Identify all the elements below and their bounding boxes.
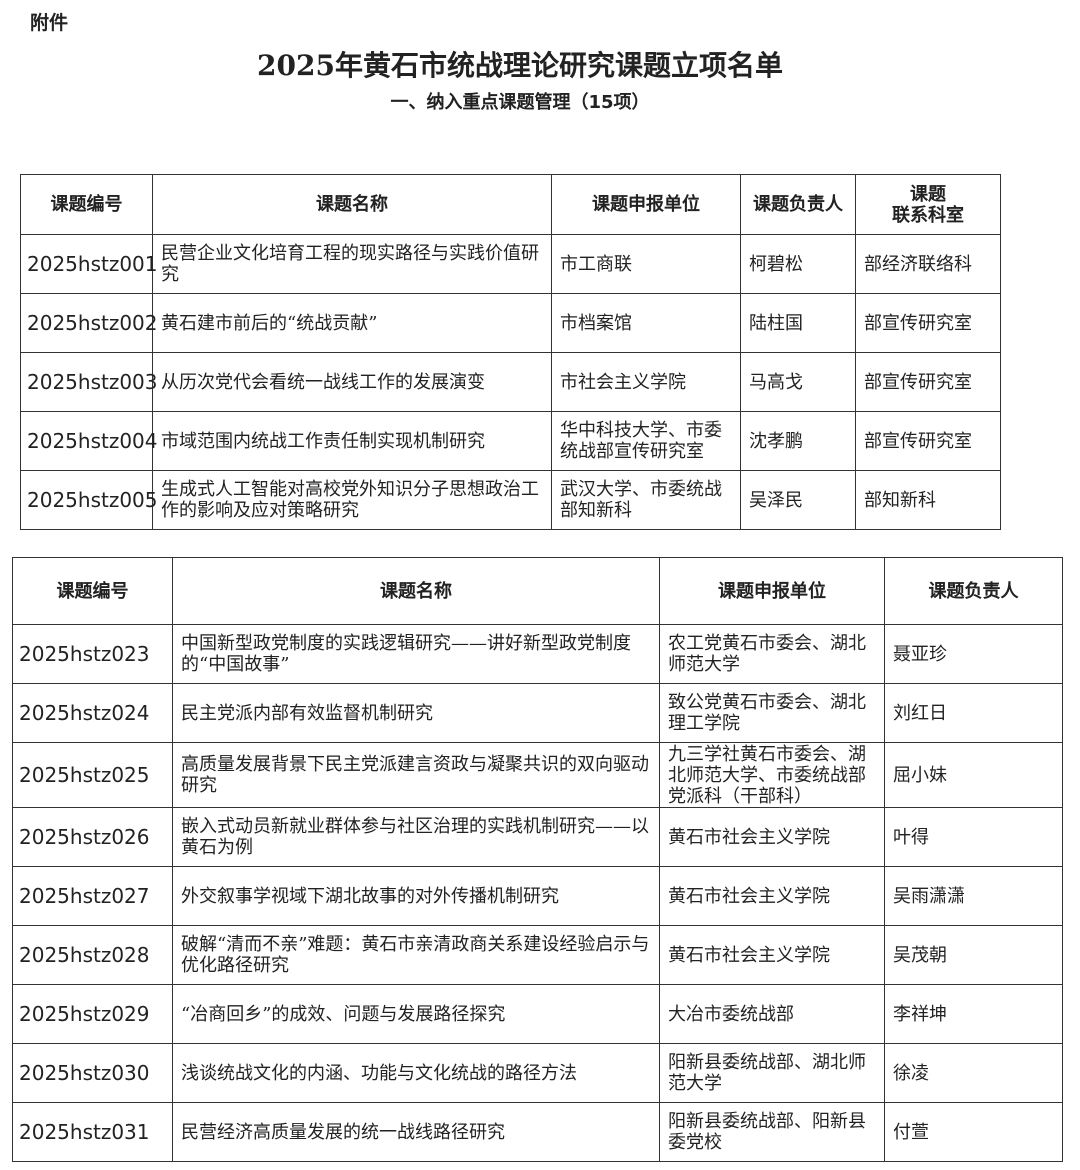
cell-code: 2025hstz029 [12,984,173,1044]
table-row: 2025hstz024 民主党派内部有效监督机制研究 致公党黄石市委会、湖北理工学院… [12,683,1063,743]
table-header-row: 课题编号 课题名称 课题申报单位 课题负责人 课题 联系科室 [20,174,1001,235]
table-row: 2025hstz005 生成式人工智能对高校党外知识分子思想政治工作的影响及应对策… [20,470,1001,530]
cell-name: 市域范围内统战工作责任制实现机制研究 [152,411,552,471]
cell-code: 2025hstz028 [12,925,173,985]
cell-name: 嵌入式动员新就业群体参与社区治理的实践机制研究——以黄石为例 [172,807,660,867]
table-row: 2025hstz002 黄石建市前后的“统战贡献” 市档案馆 陆柱国 部宣传研究室 [20,293,1001,353]
cell-code: 2025hstz024 [12,683,173,743]
cell-name: 浅谈统战文化的内涵、功能与文化统战的路径方法 [172,1043,660,1103]
cell-unit: 黄石市社会主义学院 [659,866,885,926]
cell-unit: 阳新县委统战部、阳新县委党校 [659,1102,885,1162]
table-header-row: 课题编号 课题名称 课题申报单位 课题负责人 [12,557,1063,625]
table-row: 2025hstz030 浅谈统战文化的内涵、功能与文化统战的路径方法 阳新县委统战部… [12,1043,1063,1103]
cell-name: 民主党派内部有效监督机制研究 [172,683,660,743]
cell-name: 破解“清而不亲”难题：黄石市亲清政商关系建设经验启示与优化路径研究 [172,925,660,985]
cell-code: 2025hstz027 [12,866,173,926]
column-header-code: 课题编号 [12,557,173,625]
cell-leader: 叶得 [884,807,1063,867]
cell-office: 部经济联络科 [855,234,1001,294]
column-header-unit: 课题申报单位 [659,557,885,625]
cell-unit: 致公党黄石市委会、湖北理工学院 [659,683,885,743]
table-row: 2025hstz023 中国新型政党制度的实践逻辑研究——讲好新型政党制度的“中国… [12,624,1063,684]
column-header-unit: 课题申报单位 [551,174,741,235]
document-title: 2025年黄石市统战理论研究课题立项名单 [257,49,783,82]
cell-code: 2025hstz004 [20,411,158,471]
cell-code: 2025hstz030 [12,1043,173,1103]
cell-code: 2025hstz025 [12,742,173,808]
column-header-leader: 课题负责人 [884,557,1063,625]
cell-code: 2025hstz031 [12,1102,173,1162]
cell-name: 民营企业文化培育工程的现实路径与实践价值研究 [152,234,552,294]
table-row: 2025hstz003 从历次党代会看统一战线工作的发展演变 市社会主义学院 马高戈部… [20,352,1001,412]
attachment-label: 附件 [30,12,69,34]
cell-name: 高质量发展背景下民主党派建言资政与凝聚共识的双向驱动研究 [172,742,660,808]
column-header-name: 课题名称 [172,557,660,625]
cell-office: 部宣传研究室 [855,352,1001,412]
cell-code: 2025hstz002 [20,293,158,353]
table-row: 2025hstz026 嵌入式动员新就业群体参与社区治理的实践机制研究——以黄石为… [12,807,1063,867]
table-row: 2025hstz004 市域范围内统战工作责任制实现机制研究 华中科技大学、市委统战… [20,411,1001,471]
cell-leader: 沈孝鹏 [740,411,856,471]
cell-leader: 屈小妹 [884,742,1063,808]
cell-unit: 九三学社黄石市委会、湖北师范大学、市委统战部党派科（干部科） [659,742,885,808]
cell-leader: 吴泽民 [740,470,856,530]
projects-table: 课题编号 课题名称 课题申报单位 课题负责人 2025hstz023 中国新型政党… [12,557,1063,1162]
cell-leader: 陆柱国 [740,293,856,353]
cell-code: 2025hstz026 [12,807,173,867]
cell-unit: 黄石市社会主义学院 [659,925,885,985]
cell-leader: 柯碧松 [740,234,856,294]
table-row: 2025hstz031 民营经济高质量发展的统一战线路径研究 阳新县委统战部、阳新县… [12,1102,1063,1162]
cell-unit: 市档案馆 [551,293,741,353]
cell-office: 部宣传研究室 [855,411,1001,471]
cell-code: 2025hstz003 [20,352,158,412]
cell-leader: 徐凌 [884,1043,1063,1103]
cell-unit: 黄石市社会主义学院 [659,807,885,867]
cell-name: 从历次党代会看统一战线工作的发展演变 [152,352,552,412]
cell-office: 部宣传研究室 [855,293,1001,353]
cell-leader: 聂亚珍 [884,624,1063,684]
cell-unit: 武汉大学、市委统战部知新科 [551,470,741,530]
key-projects-table: 课题编号 课题名称 课题申报单位 课题负责人 课题 联系科室 2025hstz0… [20,174,1001,530]
column-header-leader: 课题负责人 [740,174,856,235]
cell-name: 外交叙事学视域下湖北故事的对外传播机制研究 [172,866,660,926]
column-header-name: 课题名称 [152,174,552,235]
cell-leader: 李祥坤 [884,984,1063,1044]
cell-name: 民营经济高质量发展的统一战线路径研究 [172,1102,660,1162]
cell-code: 2025hstz001 [20,234,158,294]
column-header-office: 课题 联系科室 [855,174,1001,235]
cell-code: 2025hstz005 [20,470,158,530]
cell-name: 生成式人工智能对高校党外知识分子思想政治工作的影响及应对策略研究 [152,470,552,530]
table-row: 2025hstz001 民营企业文化培育工程的现实路径与实践价值研究 市工商联 柯碧松… [20,234,1001,294]
column-header-code: 课题编号 [20,174,153,235]
cell-name: “冶商回乡”的成效、问题与发展路径探究 [172,984,660,1044]
table-row: 2025hstz025 高质量发展背景下民主党派建言资政与凝聚共识的双向驱动研究九… [12,742,1063,808]
cell-leader: 吴雨潇潇 [884,866,1063,926]
cell-unit: 阳新县委统战部、湖北师范大学 [659,1043,885,1103]
cell-unit: 市工商联 [551,234,741,294]
cell-unit: 市社会主义学院 [551,352,741,412]
cell-leader: 刘红日 [884,683,1063,743]
cell-leader: 吴茂朝 [884,925,1063,985]
cell-unit: 华中科技大学、市委统战部宣传研究室 [551,411,741,471]
document-subtitle: 一、纳入重点课题管理（15项） [390,92,650,113]
table-row: 2025hstz029 “冶商回乡”的成效、问题与发展路径探究 大冶市委统战部 李祥坤 [12,984,1063,1044]
cell-leader: 马高戈 [740,352,856,412]
cell-office: 部知新科 [855,470,1001,530]
cell-unit: 农工党黄石市委会、湖北师范大学 [659,624,885,684]
table-row: 2025hstz028 破解“清而不亲”难题：黄石市亲清政商关系建设经验启示与优化… [12,925,1063,985]
table-row: 2025hstz027 外交叙事学视域下湖北故事的对外传播机制研究 黄石市社会主义学… [12,866,1063,926]
cell-code: 2025hstz023 [12,624,173,684]
cell-name: 中国新型政党制度的实践逻辑研究——讲好新型政党制度的“中国故事” [172,624,660,684]
cell-leader: 付萱 [884,1102,1063,1162]
cell-name: 黄石建市前后的“统战贡献” [152,293,552,353]
cell-unit: 大冶市委统战部 [659,984,885,1044]
